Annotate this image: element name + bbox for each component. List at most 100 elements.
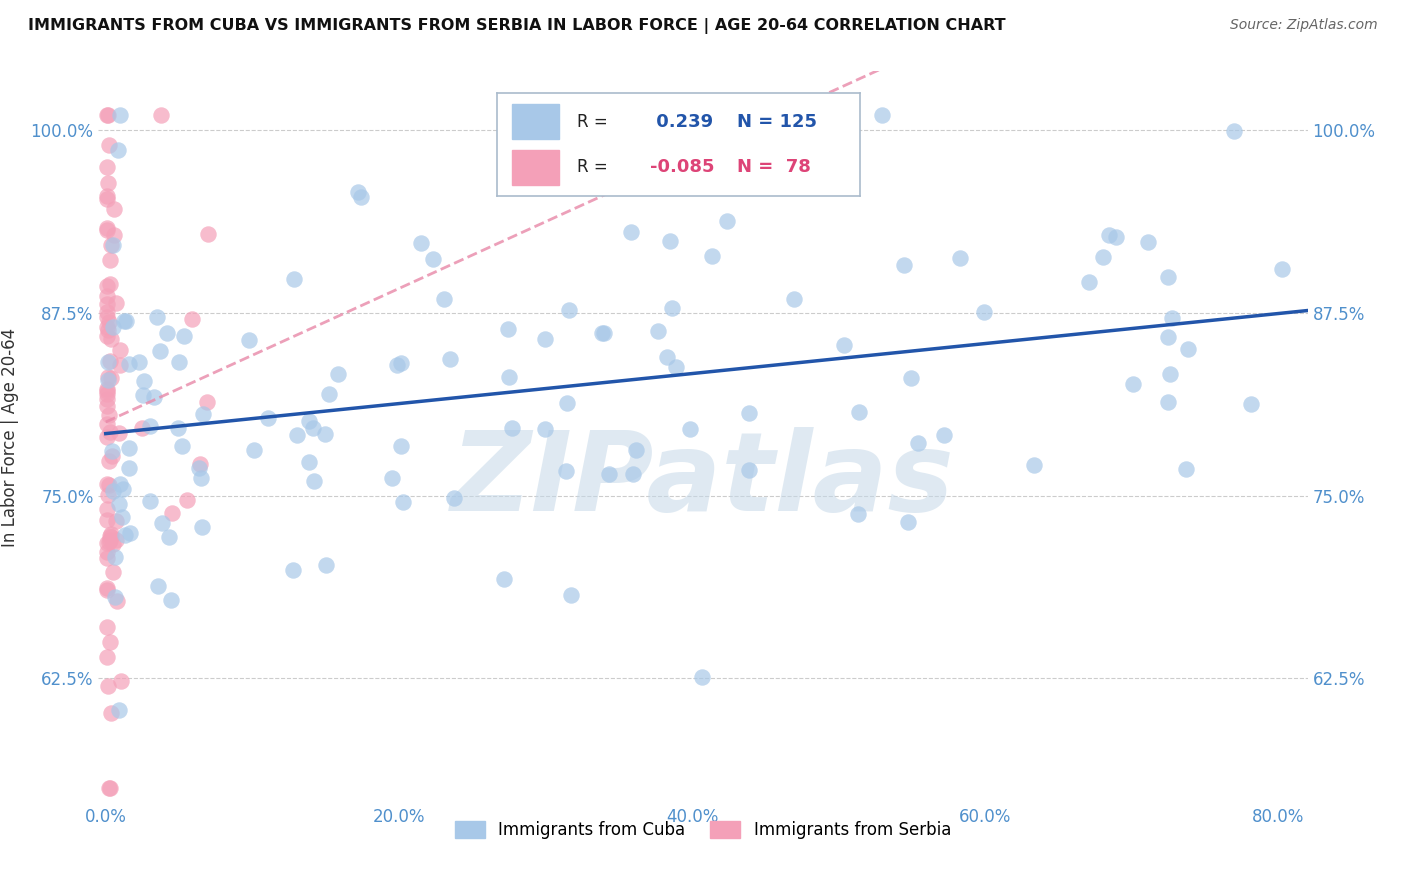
Point <box>108 497 131 511</box>
Point <box>101 443 124 458</box>
Point <box>598 467 620 481</box>
Point <box>533 422 555 436</box>
Point <box>111 483 134 497</box>
Point <box>149 343 172 358</box>
Point <box>96 583 118 598</box>
Point <box>97 369 120 384</box>
Point <box>188 461 211 475</box>
Point <box>191 520 214 534</box>
Point <box>97 488 120 502</box>
Point <box>1092 250 1115 264</box>
Point <box>98 529 121 543</box>
Point <box>870 108 893 122</box>
Point <box>302 475 325 489</box>
Point <box>439 351 461 366</box>
Point <box>1024 458 1046 472</box>
Point <box>238 333 260 347</box>
Point <box>132 387 155 401</box>
Point <box>108 108 131 122</box>
Point <box>103 202 125 217</box>
Point <box>832 338 855 352</box>
Point <box>191 407 214 421</box>
Point <box>173 329 195 343</box>
Point <box>101 566 124 580</box>
Point <box>98 535 121 549</box>
Point <box>100 706 122 720</box>
Point <box>100 237 122 252</box>
Point <box>243 443 266 458</box>
Point <box>98 454 121 468</box>
Point <box>900 371 922 385</box>
Point <box>1161 310 1184 325</box>
Point <box>385 358 408 372</box>
Point <box>848 404 870 418</box>
Point <box>96 650 118 665</box>
Point <box>167 355 190 369</box>
Text: IMMIGRANTS FROM CUBA VS IMMIGRANTS FROM SERBIA IN LABOR FORCE | AGE 20-64 CORREL: IMMIGRANTS FROM CUBA VS IMMIGRANTS FROM … <box>28 18 1005 34</box>
Point <box>647 325 669 339</box>
Point <box>298 414 321 428</box>
Point <box>534 332 557 346</box>
Point <box>156 326 179 341</box>
Point <box>108 358 131 372</box>
Point <box>1077 275 1099 289</box>
Point <box>118 358 141 372</box>
Point <box>146 310 169 325</box>
Point <box>100 354 122 368</box>
Point <box>98 781 121 796</box>
Point <box>422 252 444 266</box>
Point <box>108 343 131 357</box>
Point <box>96 220 118 235</box>
Point <box>96 581 118 595</box>
Point <box>98 478 121 492</box>
Point <box>96 319 118 334</box>
Point <box>893 259 915 273</box>
Point <box>257 411 280 425</box>
Point <box>96 501 118 516</box>
Point <box>558 302 581 317</box>
Point <box>197 227 219 241</box>
Point <box>117 441 139 455</box>
Text: ZIPatlas: ZIPatlas <box>451 427 955 534</box>
Point <box>97 176 120 190</box>
Point <box>498 322 520 336</box>
Point <box>160 506 183 520</box>
Point <box>285 428 308 442</box>
Point <box>1159 367 1181 381</box>
Point <box>110 673 132 688</box>
Point <box>96 620 118 634</box>
Point <box>98 533 121 548</box>
Point <box>96 305 118 319</box>
Point <box>104 590 127 604</box>
Point <box>949 251 972 265</box>
Text: Source: ZipAtlas.com: Source: ZipAtlas.com <box>1230 18 1378 32</box>
Point <box>148 579 170 593</box>
Point <box>314 426 336 441</box>
Point <box>554 464 576 478</box>
Point <box>98 781 121 796</box>
Point <box>283 563 305 577</box>
Point <box>96 384 118 399</box>
Point <box>302 421 325 435</box>
Point <box>190 471 212 485</box>
Point <box>738 463 761 477</box>
Point <box>118 525 141 540</box>
Point <box>1157 395 1180 409</box>
Point <box>97 323 120 337</box>
Point <box>591 326 613 341</box>
Point <box>97 355 120 369</box>
Point <box>897 516 920 530</box>
Point <box>1122 377 1144 392</box>
Point <box>315 558 337 573</box>
Point <box>105 533 128 547</box>
Point <box>283 272 305 286</box>
Point <box>101 320 124 334</box>
Point <box>96 297 118 311</box>
Point <box>114 528 136 542</box>
Point <box>846 507 869 521</box>
Point <box>98 277 121 291</box>
Point <box>1175 462 1198 476</box>
Point <box>142 390 165 404</box>
Point <box>104 296 127 310</box>
Point <box>738 405 761 419</box>
